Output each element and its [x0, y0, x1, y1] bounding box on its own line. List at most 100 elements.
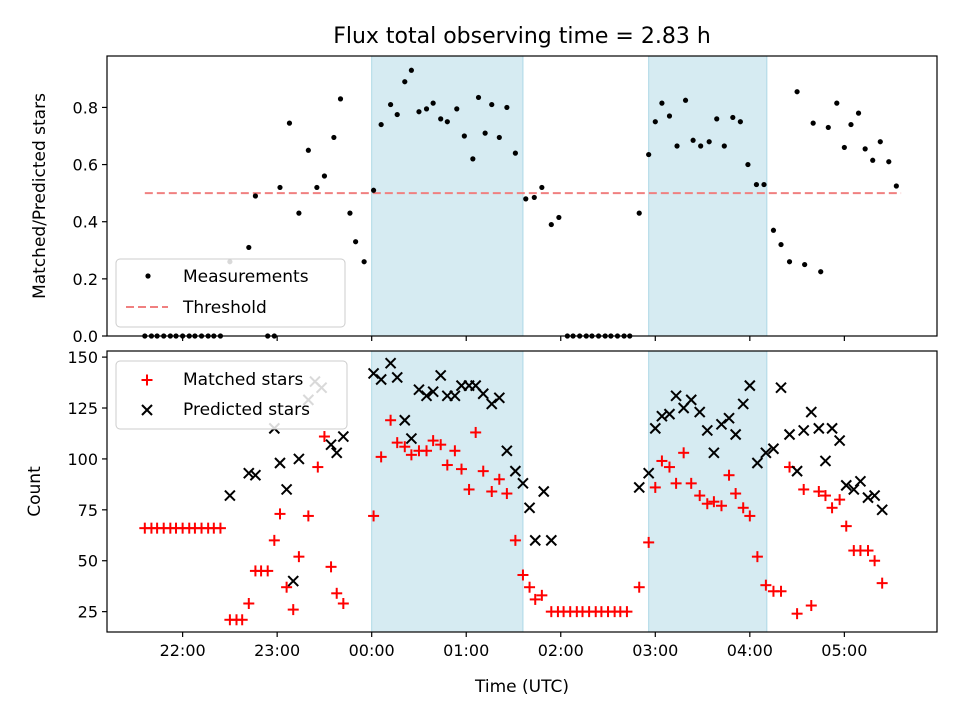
- measurement-point: [314, 184, 320, 191]
- measurement-point: [416, 109, 422, 115]
- measurement-point: [556, 214, 562, 221]
- measurement-point: [802, 261, 808, 268]
- top-legend: Measurements Threshold: [115, 258, 346, 328]
- bottom-panel: 25 50 75 100 125 150 22:00 23:00 00:00 01:00 02:00…: [25, 348, 938, 697]
- measurement-point: [378, 121, 384, 128]
- predicted-star-point-b: [813, 422, 825, 435]
- predicted-star-point-b: [493, 392, 506, 404]
- measurement-point: [504, 104, 510, 111]
- predicted-star-point-b: [391, 371, 403, 384]
- predicted-star-point-b: [449, 390, 461, 402]
- measurement-point: [818, 269, 824, 275]
- predicted-star-point-b: [280, 483, 293, 496]
- predicted-star-point-b: [656, 410, 668, 422]
- measurement-point: [523, 196, 529, 202]
- top-ytick-label: 0.4: [73, 213, 98, 232]
- predicted-star-point-b: [545, 534, 558, 547]
- xtick-label: 03:00: [632, 641, 678, 660]
- measurement-point: [512, 150, 518, 156]
- measurement-point: [666, 113, 673, 119]
- measurement-point: [531, 194, 537, 201]
- predicted-star-point-b: [384, 357, 397, 369]
- measurement-point: [714, 116, 720, 122]
- measurement-point: [489, 101, 495, 108]
- measurement-point: [539, 184, 545, 191]
- xtick-label: 02:00: [538, 641, 584, 660]
- measurement-point: [810, 120, 816, 126]
- top-ylabel: Matched/Predicted stars: [30, 93, 50, 299]
- predicted-star-point-b: [833, 434, 846, 447]
- measurement-point: [877, 139, 883, 145]
- predicted-star-point-b: [862, 491, 874, 504]
- measurement-point: [296, 210, 302, 216]
- predicted-star-point-b: [249, 469, 262, 481]
- xtick-label: 05:00: [821, 641, 867, 660]
- measurement-point: [454, 106, 460, 112]
- predicted-star-point-b: [876, 504, 888, 516]
- measurement-point: [470, 156, 476, 162]
- measurement-point: [305, 147, 311, 153]
- predicted-star-point-b: [427, 386, 439, 398]
- bottom-shaded-interval: [648, 350, 768, 633]
- measurement-point: [753, 181, 760, 188]
- predicted-star-point-b: [819, 455, 832, 467]
- predicted-star-point-b: [685, 394, 697, 406]
- measurement-point: [690, 137, 696, 143]
- top-shaded-interval: [648, 55, 768, 337]
- measurement-point: [370, 187, 377, 193]
- legend-label-predicted: Predicted stars: [183, 400, 310, 420]
- measurement-point: [674, 143, 680, 149]
- measurement-point: [461, 133, 467, 139]
- legend-box: [115, 258, 346, 328]
- measurement-point: [387, 101, 394, 108]
- predicted-star-point-b: [791, 465, 803, 477]
- top-shaded-interval: [371, 55, 524, 337]
- measurement-point: [855, 110, 862, 116]
- measurement-point: [430, 100, 436, 106]
- predicted-star-point-b: [287, 575, 299, 587]
- measurement-point: [834, 100, 840, 106]
- measurement-point: [706, 139, 712, 145]
- measurement-point: [423, 106, 430, 112]
- bottom-ytick-label: 150: [67, 348, 98, 367]
- predicted-star-point-b: [274, 457, 286, 469]
- measurement-point: [646, 151, 652, 158]
- bottom-legend: Matched stars Predicted stars: [115, 360, 348, 430]
- predicted-star-point-b: [868, 489, 881, 502]
- predicted-star-point-b: [798, 424, 810, 437]
- predicted-star-point-b: [224, 489, 236, 502]
- measurement-point: [698, 143, 704, 149]
- predicted-star-point-b: [509, 465, 522, 477]
- measurement-point: [347, 210, 353, 216]
- top-ytick-label: 0.2: [73, 270, 98, 289]
- legend-marker-measurements: [145, 273, 151, 279]
- xtick-label: 23:00: [254, 641, 300, 660]
- predicted-star-point-b: [538, 485, 550, 498]
- predicted-star-point-b: [501, 445, 513, 457]
- bottom-series-matched-stars: [139, 414, 888, 626]
- top-axes-frame: [106, 55, 938, 337]
- predicted-star-point-b: [529, 534, 541, 547]
- measurement-point: [886, 159, 892, 165]
- measurement-point: [277, 184, 283, 191]
- predicted-star-point-b: [670, 390, 682, 402]
- measurement-point: [321, 173, 328, 179]
- predicted-star-point-b: [854, 475, 867, 488]
- predicted-star-point-b: [760, 447, 772, 459]
- predicted-star-point-b: [805, 406, 817, 418]
- bottom-axes-frame: [106, 350, 938, 633]
- predicted-star-point-b: [399, 414, 411, 426]
- bottom-shaded-interval: [371, 350, 524, 633]
- measurement-point: [496, 134, 502, 141]
- predicted-star-point-b: [477, 388, 489, 400]
- measurement-point: [778, 241, 784, 248]
- measurement-point: [745, 161, 751, 168]
- predicted-star-point-b: [783, 428, 796, 441]
- measurement-point: [337, 96, 344, 102]
- measurement-point: [659, 100, 665, 106]
- measurement-point: [252, 193, 259, 199]
- predicted-star-point-b: [744, 379, 756, 392]
- measurement-point: [331, 134, 337, 141]
- top-ytick-label: 0.0: [73, 327, 98, 346]
